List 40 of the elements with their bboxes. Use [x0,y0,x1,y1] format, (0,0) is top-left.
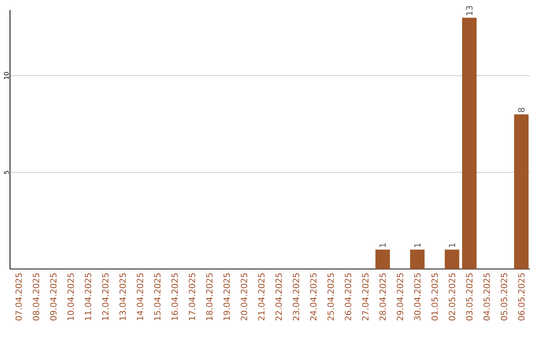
bar [444,250,460,269]
x-tick-label: 20.04.2025 [240,273,248,320]
data-label: 13 [466,6,473,16]
bar [410,250,425,269]
x-tick-label: 23.04.2025 [292,273,300,320]
x-tick-label: 02.05.2025 [448,273,456,320]
x-tick-label: 12.04.2025 [102,273,109,320]
x-tick-label: 06.05.2025 [518,273,525,320]
x-tick-label: 30.04.2025 [414,273,421,320]
bar [514,114,529,269]
x-tick-label: 07.04.2025 [15,273,22,320]
data-label: 1 [380,243,386,248]
x-tick-label: 16.04.2025 [171,273,178,320]
bar [462,18,477,269]
x-tick-label: 26.04.2025 [344,273,352,320]
x-tick-label: 11.04.2025 [84,273,92,320]
x-tick-label: 04.05.2025 [483,273,490,320]
x-tick-label: 10.04.2025 [67,273,74,320]
x-tick-label: 03.05.2025 [466,273,473,320]
x-tick-label: 17.04.2025 [188,273,196,320]
x-tick-label: 15.04.2025 [154,273,161,320]
x-tick-label: 13.04.2025 [119,273,126,320]
x-tick-label: 22.04.2025 [275,273,282,320]
x-tick-label: 21.04.2025 [258,273,265,320]
x-tick-label: 25.04.2025 [327,273,334,320]
data-label: 1 [448,243,456,248]
x-tick-label: 19.04.2025 [223,273,230,320]
x-tick-label: 01.05.2025 [431,273,438,320]
x-tick-label: 14.04.2025 [136,273,144,320]
x-tick-label: 18.04.2025 [206,273,213,320]
x-tick-label: 08.04.2025 [32,273,40,320]
x-tick-label: 29.04.2025 [396,273,404,320]
bar [375,250,390,269]
x-tick-label: 24.04.2025 [310,273,317,320]
x-tick-label: 09.04.2025 [50,273,57,320]
x-tick-label: 05.05.2025 [500,273,508,320]
x-tick-label: 28.04.2025 [379,273,386,320]
x-tick-label: 27.04.2025 [362,273,369,320]
data-label: 1 [414,243,420,248]
data-label: 8 [518,108,525,112]
